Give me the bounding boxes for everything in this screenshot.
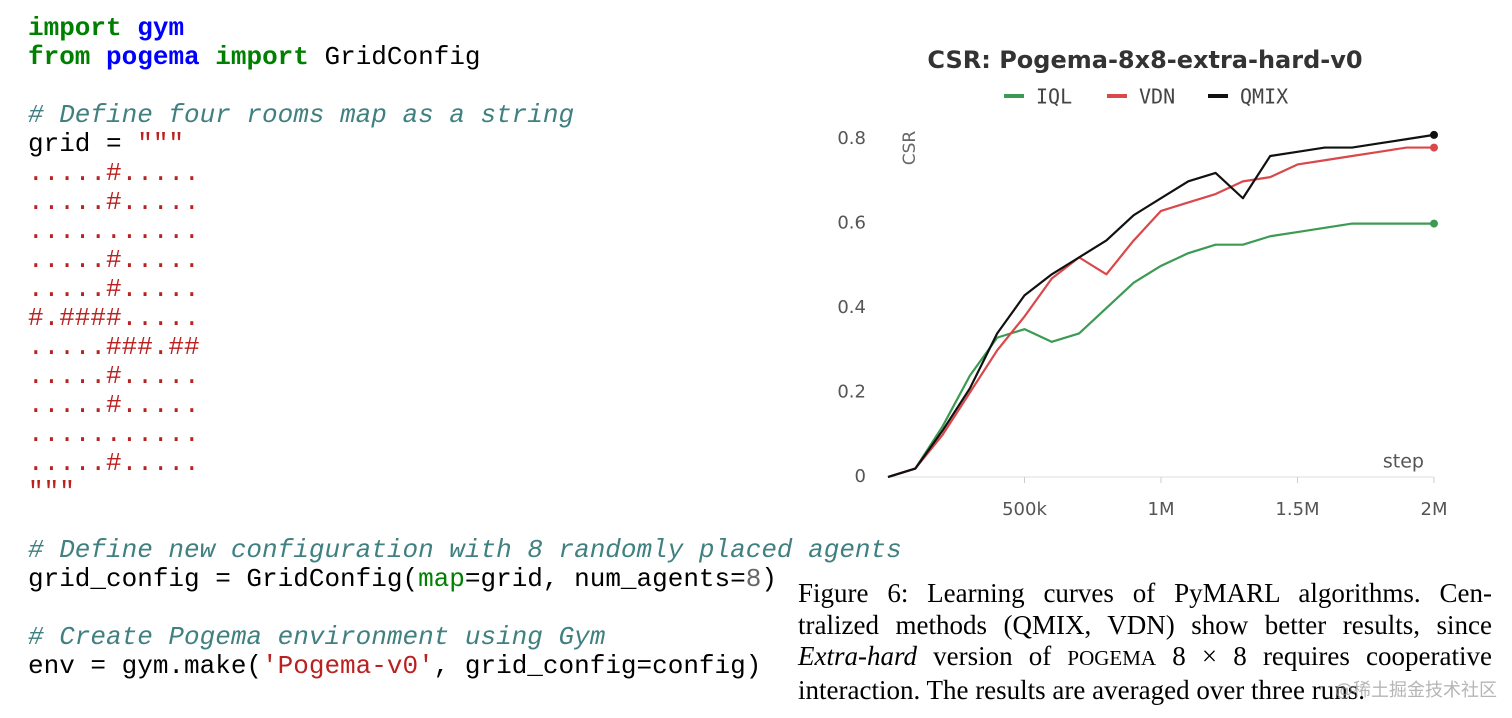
legend-label: QMIX xyxy=(1240,85,1288,109)
end-marker xyxy=(1430,130,1438,139)
caption-text: POGEMA xyxy=(1067,646,1157,670)
code-line: .....#..... xyxy=(28,391,902,420)
x-axis-label: step xyxy=(1383,451,1424,473)
code-line: # Define new configuration with 8 random… xyxy=(28,536,902,565)
x-tick-label: 1.5M xyxy=(1275,499,1319,520)
code-token: .....#..... xyxy=(28,274,200,304)
code-token: import xyxy=(28,13,122,43)
code-line: .....#..... xyxy=(28,362,902,391)
code-token: grid = xyxy=(28,129,138,159)
end-marker xyxy=(1430,143,1438,152)
code-token: 'Pogema-v0' xyxy=(262,651,434,681)
legend-label: VDN xyxy=(1139,85,1175,109)
code-token: ........... xyxy=(28,216,200,246)
y-tick-label: 0 xyxy=(855,466,866,487)
caption-text: Extra-hard xyxy=(798,641,917,671)
code-token: ) xyxy=(761,564,777,594)
code-token: grid_config = GridConfig( xyxy=(28,564,419,594)
watermark: @稀土掘金技术社区 xyxy=(1335,680,1497,701)
caption-text: version of xyxy=(916,641,1068,671)
y-tick-label: 0.6 xyxy=(837,213,866,234)
code-token: pogema xyxy=(106,42,200,72)
code-token: .....#..... xyxy=(28,158,200,188)
code-line: .....#..... xyxy=(28,188,902,217)
code-token: .....#..... xyxy=(28,390,200,420)
code-line: .....#..... xyxy=(28,449,902,478)
code-line: ........... xyxy=(28,420,902,449)
code-token: map xyxy=(418,564,465,594)
caption-text: Figure 6: Learning curves of PyMARL algo… xyxy=(798,578,1492,608)
code-token: , grid_config=config) xyxy=(433,651,762,681)
y-tick-label: 0.2 xyxy=(837,382,866,403)
y-tick-label: 0.8 xyxy=(837,128,866,149)
code-token: #.####..... xyxy=(28,303,200,333)
figure-caption: Figure 6: Learning curves of PyMARL algo… xyxy=(798,578,1492,706)
code-line: grid = """ xyxy=(28,130,902,159)
code-line: .....#..... xyxy=(28,246,902,275)
chart-title: CSR: Pogema-8x8-extra-hard-v0 xyxy=(927,46,1362,74)
code-line: #.####..... xyxy=(28,304,902,333)
caption-line: interaction. The results are averaged ov… xyxy=(798,675,1492,707)
code-line: # Define four rooms map as a string xyxy=(28,101,902,130)
caption-text: interaction. The results are averaged ov… xyxy=(798,674,1365,705)
caption-line: Figure 6: Learning curves of PyMARL algo… xyxy=(798,578,1492,610)
code-line: from pogema import GridConfig xyxy=(28,43,902,72)
code-line: import gym xyxy=(28,14,902,43)
code-token: gym xyxy=(137,13,185,43)
code-token: from xyxy=(28,42,91,72)
series-line xyxy=(887,146,1434,479)
code-line: grid_config = GridConfig(map=grid, num_a… xyxy=(28,565,902,594)
y-tick-label: 0.4 xyxy=(837,297,866,318)
end-marker xyxy=(1430,219,1438,228)
code-line: """ xyxy=(28,478,902,507)
code-token: import xyxy=(215,42,309,72)
code-token: .....#..... xyxy=(28,361,200,391)
code-token: .....###.## xyxy=(28,332,200,362)
caption-line: Extra-hard version of POGEMA 8 × 8 requi… xyxy=(798,641,1492,675)
code-token: ........... xyxy=(28,419,200,449)
x-tick-label: 1M xyxy=(1148,499,1175,520)
code-line xyxy=(28,594,902,623)
code-line: .....###.## xyxy=(28,333,902,362)
legend-label: IQL xyxy=(1036,85,1072,109)
code-line: .....#..... xyxy=(28,159,902,188)
code-line: ........... xyxy=(28,217,902,246)
code-token: .....#..... xyxy=(28,448,200,478)
caption-text: tralized methods (QMIX, VDN) show better… xyxy=(798,609,1492,640)
code-token: GridConfig xyxy=(308,42,481,72)
code-token: .....#..... xyxy=(28,245,200,275)
code-token: env = gym.make( xyxy=(28,651,263,681)
code-token: .....#..... xyxy=(28,187,200,217)
chart: CSR: Pogema-8x8-extra-hard-v0 CSR step 0… xyxy=(837,46,1448,520)
caption-text: 8 × 8 requires cooperative xyxy=(1156,641,1492,671)
y-axis-label: CSR xyxy=(900,131,920,166)
code-token: =grid, num_agents= xyxy=(464,564,746,594)
code-line: env = gym.make('Pogema-v0', grid_config=… xyxy=(28,652,902,681)
code-line: .....#..... xyxy=(28,275,902,304)
series-line xyxy=(887,133,1435,479)
caption-line: tralized methods (QMIX, VDN) show better… xyxy=(798,610,1492,642)
x-tick-label: 500k xyxy=(1002,499,1047,520)
code-token: # Create Pogema environment using Gym xyxy=(28,622,606,652)
code-token: 8 xyxy=(745,564,762,594)
series-line xyxy=(887,222,1434,479)
code-line: # Create Pogema environment using Gym xyxy=(28,623,902,652)
code-token: # Define four rooms map as a string xyxy=(28,100,575,130)
x-tick-label: 2M xyxy=(1421,499,1448,520)
code-token: """ xyxy=(28,477,75,507)
code-block: import gym from pogema import GridConfig #… xyxy=(28,14,902,681)
code-token: # Define new configuration with 8 random… xyxy=(28,535,902,565)
code-token: """ xyxy=(137,129,185,159)
